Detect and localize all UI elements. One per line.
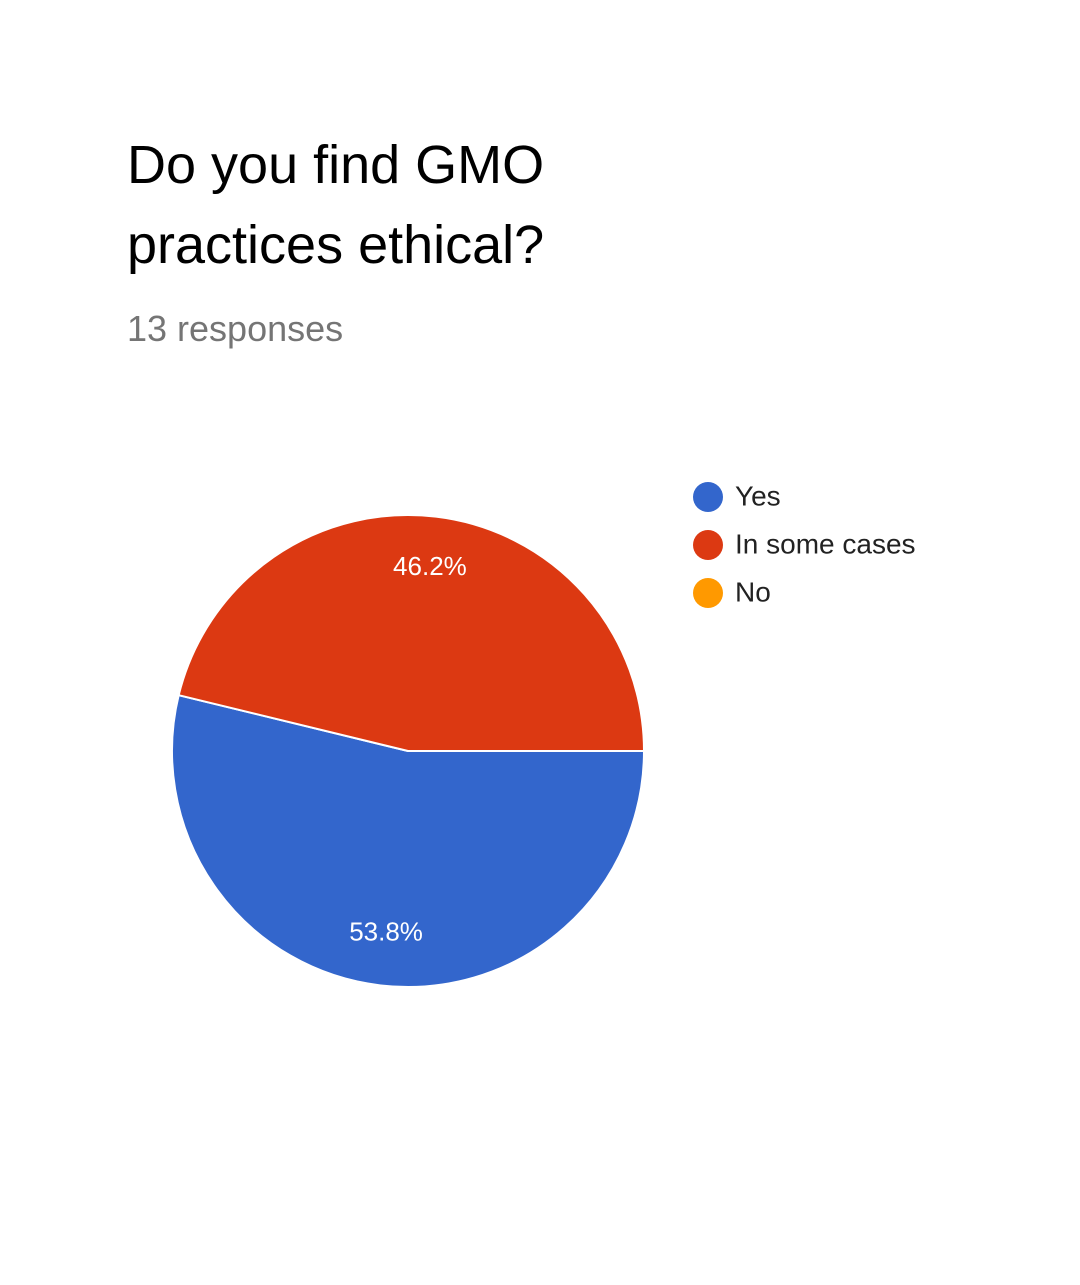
slice-label: 46.2% (393, 551, 467, 581)
legend-marker (693, 530, 723, 560)
legend-label: Yes (735, 480, 781, 511)
legend-label: No (735, 576, 771, 607)
pie-slice (177, 514, 646, 752)
chart-subtitle: 13 responses (127, 308, 344, 349)
legend-label: In some cases (735, 528, 916, 559)
chart-title: Do you find GMO practices ethical? (127, 135, 545, 275)
legend-marker (693, 482, 723, 512)
slice-label: 53.8% (349, 917, 423, 947)
legend-marker (693, 578, 723, 608)
pie-slice (171, 693, 646, 988)
